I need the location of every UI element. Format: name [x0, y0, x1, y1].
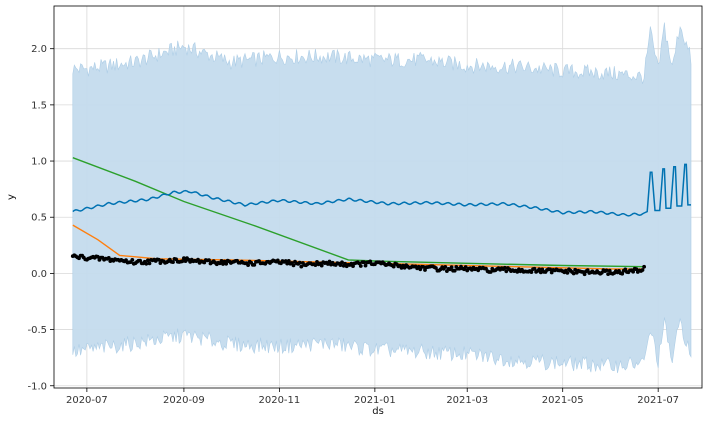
x-tick-label: 2021-03 [446, 395, 488, 406]
observed-point [252, 263, 257, 267]
observed-points-layer [70, 253, 646, 277]
x-tick-label: 2021-07 [637, 395, 679, 406]
observed-point [246, 263, 251, 267]
observed-point [449, 265, 454, 270]
x-tick-label: 2020-09 [163, 395, 205, 406]
uncertainty-band [72, 22, 692, 374]
observed-point [565, 271, 570, 275]
green-line [72, 157, 645, 268]
y-tick-label: 0.5 [31, 213, 47, 224]
observed-point [452, 268, 457, 273]
observed-point [196, 257, 200, 262]
observed-point [640, 268, 645, 272]
y-axis-ticks: -1.0 -0.5 0.0 0.5 1.0 1.5 2.0 [27, 44, 54, 392]
observed-point [620, 271, 625, 276]
observed-point [224, 261, 229, 266]
observed-point [642, 264, 646, 269]
y-tick-label: 2.0 [31, 44, 47, 55]
observed-point [362, 260, 366, 265]
observed-point [299, 264, 304, 269]
observed-point [147, 261, 152, 266]
observed-point [157, 257, 161, 262]
observed-point [538, 270, 543, 275]
observed-point [219, 259, 224, 263]
observed-point [548, 267, 553, 272]
observed-point [443, 265, 448, 269]
observed-point [358, 264, 363, 268]
observed-point [130, 258, 135, 262]
observed-point [291, 263, 296, 268]
observed-point [537, 267, 542, 272]
observed-point [327, 259, 332, 264]
observed-point [182, 256, 186, 261]
observed-point [95, 254, 100, 259]
observed-point [573, 267, 578, 272]
observed-point [502, 265, 507, 270]
y-axis-label: y [6, 194, 17, 200]
observed-point [423, 268, 427, 272]
x-tick-label: 2020-11 [258, 395, 300, 406]
observed-point [606, 272, 610, 276]
uncertainty-band-layer [72, 22, 692, 374]
observed-point [183, 259, 188, 263]
observed-point [313, 263, 318, 267]
observed-point [207, 258, 211, 262]
observed-point [180, 259, 185, 264]
x-axis-ticks: 2020-07 2020-09 2020-11 2021-01 2021-03 2021-… [66, 388, 679, 406]
observed-point [146, 258, 150, 263]
observed-point [391, 264, 396, 269]
observed-point [144, 261, 149, 266]
plot-frame [53, 5, 703, 389]
observed-point [421, 265, 426, 269]
observed-point [319, 263, 324, 268]
y-tick-label: 0.0 [31, 269, 47, 280]
observed-point [582, 272, 587, 277]
observed-point [504, 269, 509, 274]
observed-point [286, 259, 291, 263]
y-tick-label: -1.0 [27, 381, 47, 392]
observed-point [340, 260, 344, 265]
observed-point [463, 265, 468, 269]
y-tick-label: -0.5 [27, 325, 47, 336]
observed-point [585, 268, 590, 272]
observed-point [529, 270, 534, 274]
y-tick-label: 1.5 [31, 100, 47, 111]
observed-point [363, 263, 368, 268]
observed-point [297, 260, 302, 265]
observed-point [571, 271, 576, 276]
x-tick-label: 2021-05 [542, 395, 584, 406]
observed-point [634, 267, 639, 272]
observed-point [171, 260, 175, 264]
y-tick-label: 1.0 [31, 157, 47, 168]
observed-point [106, 256, 111, 260]
observed-point [604, 268, 609, 273]
forecast-line [72, 163, 691, 217]
observed-point [488, 270, 493, 274]
observed-point [631, 269, 635, 274]
x-tick-label: 2021-01 [354, 395, 396, 406]
observed-point [338, 263, 343, 267]
x-tick-label: 2020-07 [66, 395, 108, 406]
x-axis-label: ds [372, 406, 384, 417]
observed-point [532, 266, 537, 271]
